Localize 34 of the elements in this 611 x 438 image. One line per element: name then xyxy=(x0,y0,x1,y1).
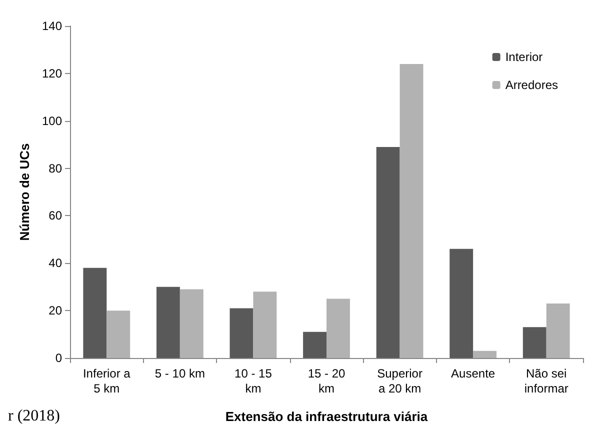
y-axis-title: Número de UCs xyxy=(17,143,32,241)
x-tick-label: Não sei informar xyxy=(524,366,568,396)
bar xyxy=(450,248,474,358)
y-tick-label: 20 xyxy=(48,304,62,318)
bar xyxy=(376,146,400,358)
y-tick-label: 80 xyxy=(48,161,62,176)
bar xyxy=(230,308,254,358)
y-tick-label: 140 xyxy=(42,19,62,33)
legend-label: Interior xyxy=(505,50,543,64)
bar xyxy=(303,332,326,358)
y-tick-label: 120 xyxy=(42,66,62,80)
bar xyxy=(400,64,424,358)
x-tick-label: 5 - 10 km xyxy=(154,366,205,380)
x-tick-label: Inferior a 5 km xyxy=(82,366,131,396)
bar xyxy=(106,310,130,358)
x-axis-title: Extensão da infraestrutura viária xyxy=(225,409,428,424)
bar xyxy=(522,327,546,358)
bar xyxy=(473,350,497,358)
x-tick-label: 15 - 20 km xyxy=(308,366,346,396)
bar xyxy=(253,292,277,358)
text: r (2018) xyxy=(8,408,60,424)
x-tick-label: Ausente xyxy=(451,366,496,380)
bar xyxy=(156,286,180,358)
y-tick-label: 0 xyxy=(55,351,62,365)
x-tick-label: Superior a 20 km xyxy=(377,366,422,396)
y-tick-label: 40 xyxy=(48,256,62,270)
x-tick-label: 10 - 15 km xyxy=(234,366,272,396)
bar xyxy=(83,268,107,358)
y-tick-label: 60 xyxy=(48,208,62,223)
bar xyxy=(546,303,570,358)
y-tick-label: 100 xyxy=(42,114,62,128)
bar xyxy=(326,298,350,358)
bar xyxy=(180,289,204,358)
legend-label: Arredores xyxy=(505,78,558,92)
